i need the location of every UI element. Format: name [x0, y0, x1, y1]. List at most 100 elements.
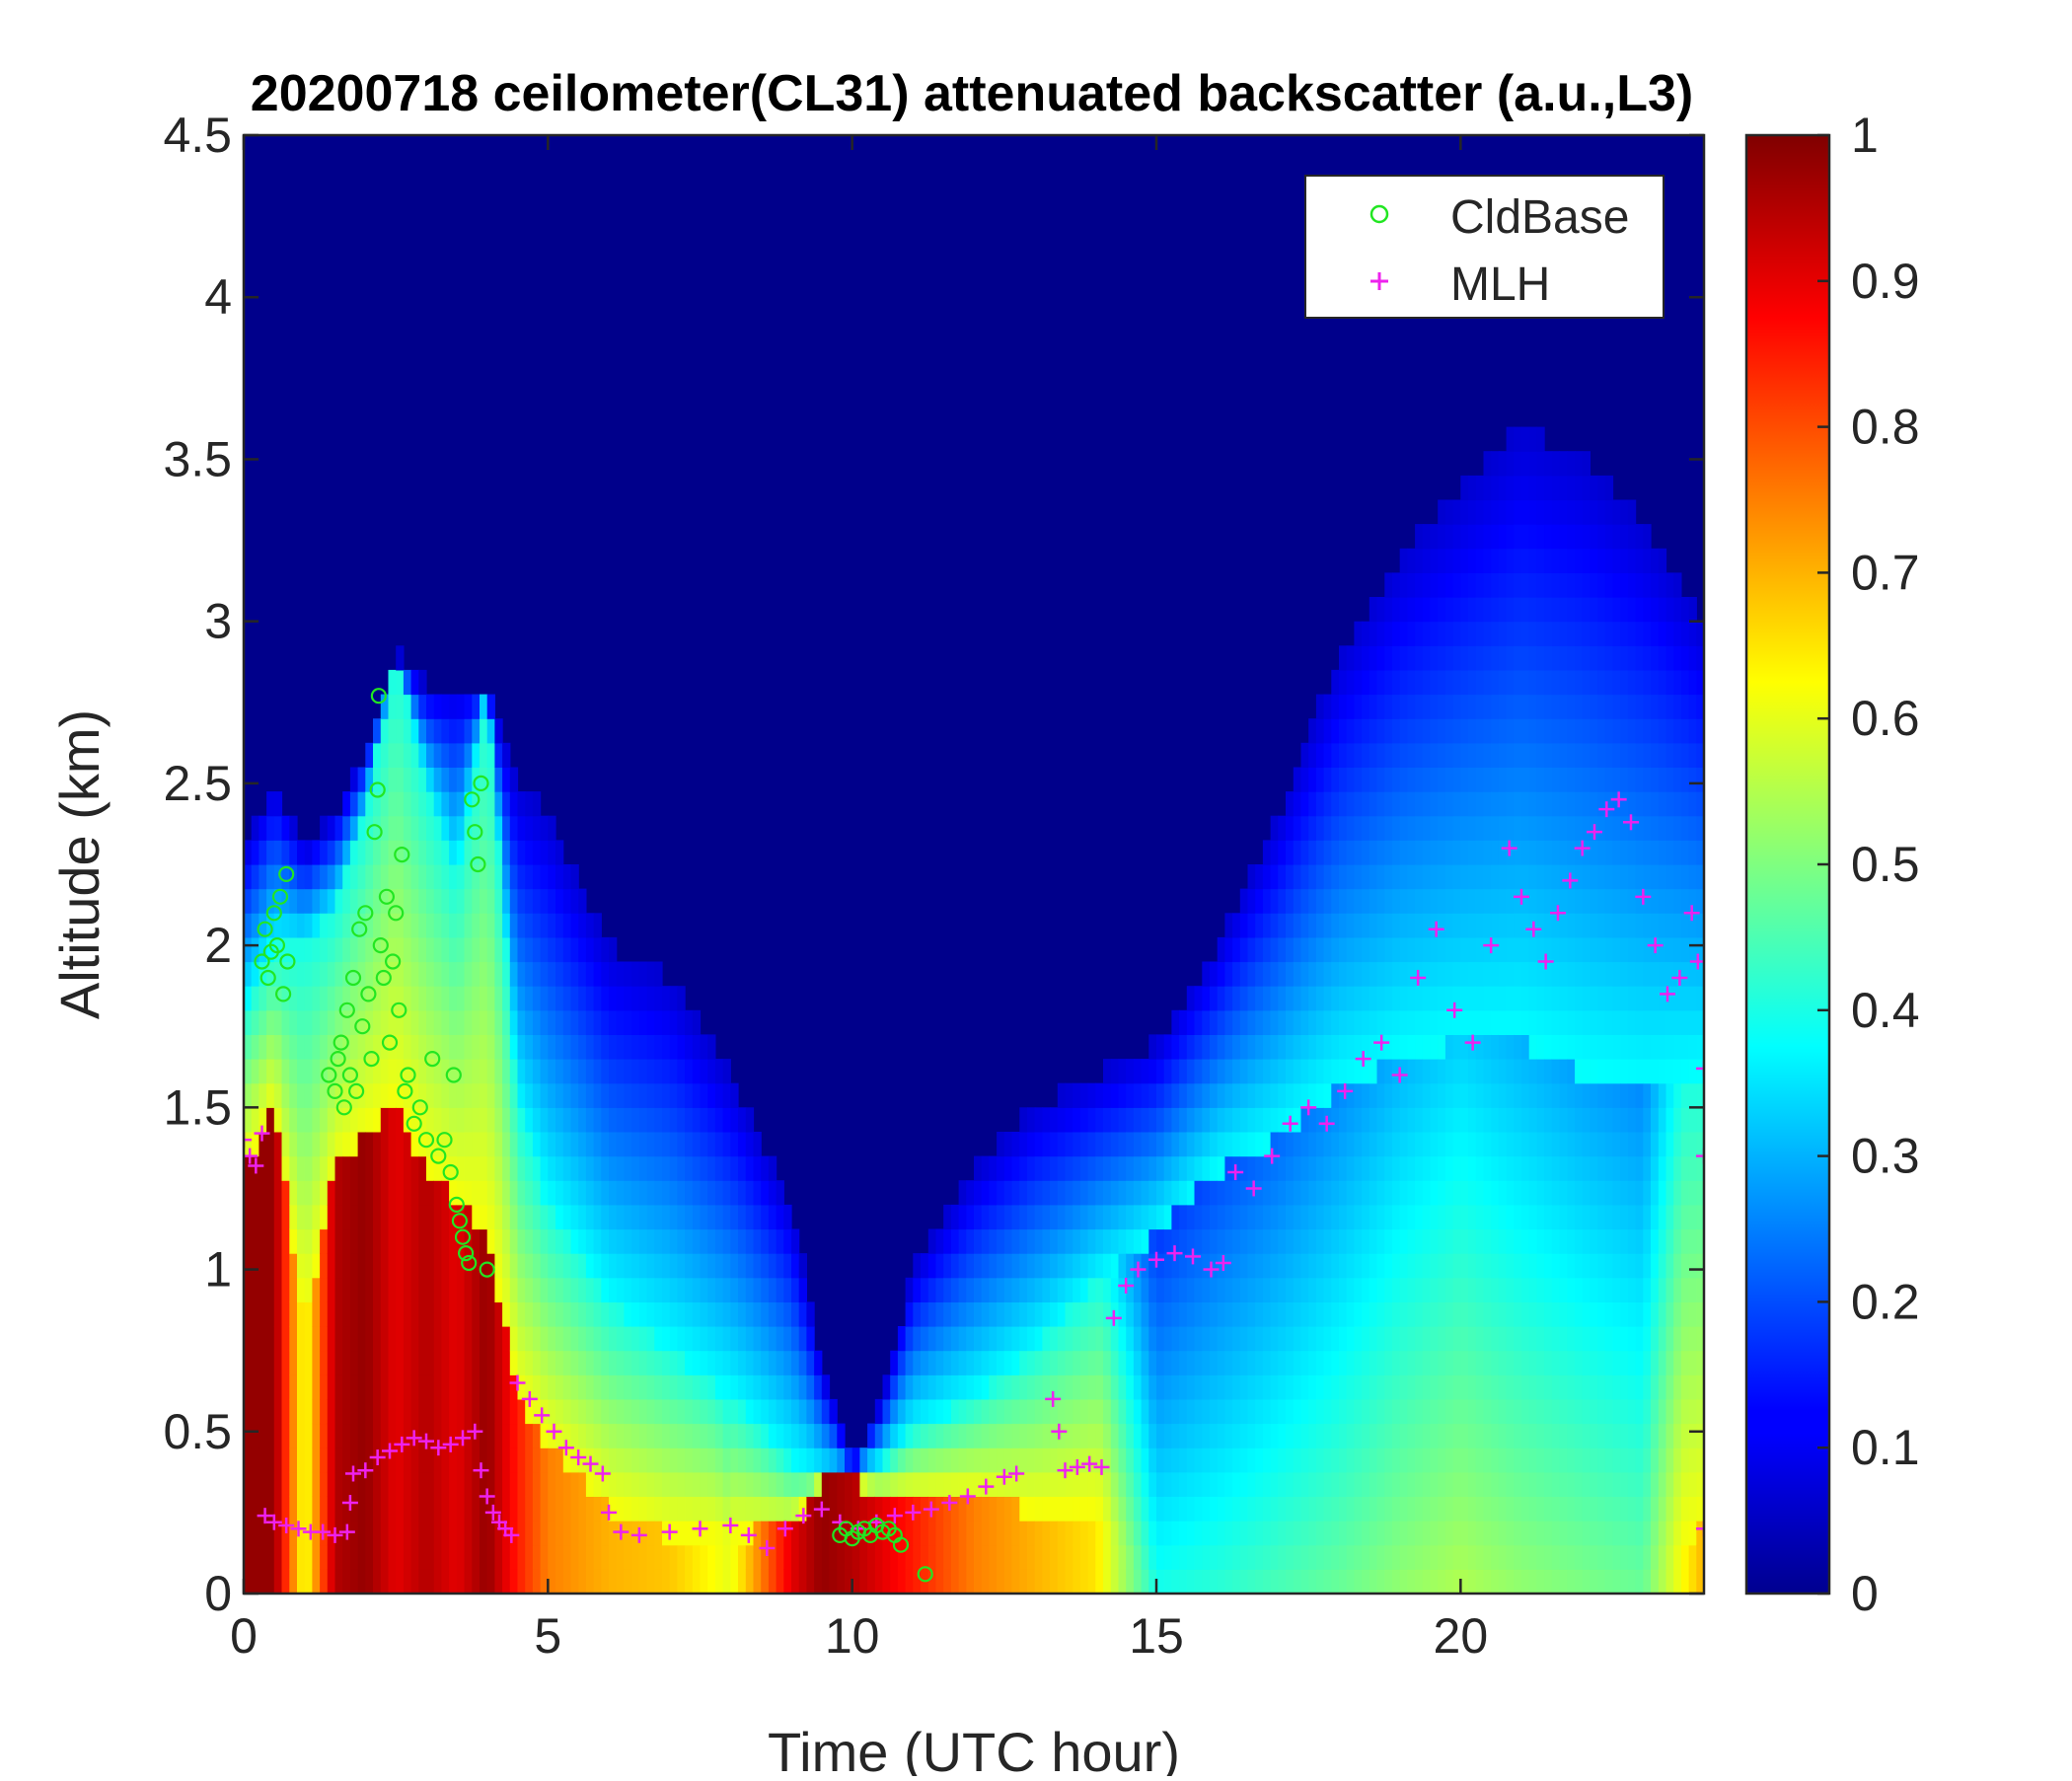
heatmap-cell: [532, 1471, 542, 1497]
heatmap-cell: [1133, 1544, 1143, 1570]
heatmap-cell: [1521, 548, 1530, 573]
heatmap-cell: [1050, 1423, 1059, 1448]
heatmap-cell: [1514, 426, 1522, 452]
heatmap-cell: [730, 1544, 739, 1570]
heatmap-cell: [730, 1082, 739, 1108]
heatmap-cell: [1034, 1204, 1043, 1230]
heatmap-cell: [1468, 1374, 1477, 1400]
heatmap-cell: [418, 1034, 427, 1060]
heatmap-cell: [532, 1350, 542, 1375]
heatmap-cell: [1528, 524, 1537, 550]
heatmap-cell: [1315, 742, 1325, 768]
heatmap-cell: [1133, 1277, 1143, 1302]
heatmap-cell: [1369, 1132, 1378, 1157]
heatmap-cell: [555, 1277, 564, 1302]
heatmap-cell: [989, 1471, 998, 1497]
heatmap-cell: [494, 1059, 503, 1084]
heatmap-cell: [388, 767, 397, 792]
heatmap-cell: [1521, 572, 1530, 598]
heatmap-cell: [1444, 1009, 1454, 1035]
heatmap-cell: [1202, 1471, 1211, 1497]
heatmap-cell: [327, 1374, 336, 1400]
heatmap-cell: [669, 1423, 678, 1448]
heatmap-cell: [1224, 1301, 1233, 1327]
heatmap-cell: [1498, 1107, 1508, 1133]
heatmap-cell: [776, 1521, 784, 1546]
heatmap-cell: [380, 1155, 390, 1181]
heatmap-cell: [502, 961, 511, 987]
heatmap-cell: [517, 1204, 526, 1230]
heatmap-cell: [502, 1204, 511, 1230]
heatmap-cell: [707, 1447, 716, 1473]
heatmap-cell: [1362, 986, 1370, 1011]
heatmap-cell: [1362, 1521, 1370, 1546]
heatmap-cell: [334, 1132, 343, 1157]
heatmap-cell: [1438, 1447, 1446, 1473]
heatmap-cell: [334, 1277, 343, 1302]
heatmap-cell: [1331, 1082, 1340, 1108]
heatmap-cell: [273, 1082, 283, 1108]
heatmap-cell: [1300, 1228, 1309, 1254]
heatmap-cell: [768, 1228, 777, 1254]
heatmap-cell: [692, 1107, 702, 1133]
heatmap-cell: [1422, 961, 1432, 987]
heatmap-cell: [1544, 864, 1553, 890]
heatmap-cell: [1239, 1228, 1249, 1254]
heatmap-cell: [1110, 1155, 1120, 1181]
heatmap-cell: [334, 913, 343, 938]
heatmap-cell: [1331, 742, 1340, 768]
heatmap-cell: [692, 1301, 702, 1327]
heatmap-cell: [433, 1423, 442, 1448]
heatmap-cell: [1126, 1398, 1135, 1425]
heatmap-cell: [677, 1301, 686, 1327]
heatmap-cell: [1323, 1496, 1332, 1521]
heatmap-cell: [1392, 669, 1401, 696]
heatmap-cell: [1011, 1544, 1020, 1570]
heatmap-cell: [585, 1228, 595, 1254]
heatmap-cell: [1559, 936, 1568, 963]
heatmap-cell: [304, 936, 313, 963]
heatmap-cell: [890, 1544, 899, 1570]
heatmap-cell: [1323, 1301, 1332, 1327]
heatmap-cell: [662, 1155, 671, 1181]
heatmap-cell: [373, 913, 382, 938]
heatmap-cell: [1444, 1132, 1454, 1157]
heatmap-cell: [897, 1447, 907, 1473]
heatmap-cell: [1362, 1107, 1370, 1133]
heatmap-cell: [373, 1204, 382, 1230]
heatmap-cell: [905, 1423, 914, 1448]
heatmap-cell: [1224, 913, 1233, 938]
heatmap-cell: [958, 1374, 967, 1400]
heatmap-cell: [821, 1374, 831, 1400]
heatmap-cell: [1331, 864, 1340, 890]
heatmap-cell: [509, 1107, 519, 1133]
heatmap-cell: [380, 767, 390, 792]
heatmap-cell: [593, 1544, 602, 1570]
heatmap-cell: [783, 1326, 792, 1352]
heatmap-cell: [464, 1253, 473, 1279]
heatmap-cell: [1042, 1326, 1051, 1352]
heatmap-cell: [472, 718, 481, 744]
heatmap-cell: [1027, 1326, 1036, 1352]
heatmap-cell: [1498, 1082, 1508, 1108]
heatmap-cell: [1392, 572, 1401, 598]
heatmap-cell: [1521, 597, 1530, 623]
heatmap-cell: [365, 888, 374, 914]
heatmap-cell: [486, 1374, 495, 1400]
heatmap-cell: [958, 1569, 967, 1594]
heatmap-cell: [464, 1301, 473, 1327]
heatmap-cell: [1042, 1180, 1051, 1206]
heatmap-cell: [1354, 840, 1363, 865]
heatmap-cell: [1536, 1350, 1545, 1375]
heatmap-cell: [677, 1471, 686, 1497]
heatmap-cell: [472, 1180, 481, 1206]
heatmap-cell: [1354, 1204, 1363, 1230]
heatmap-cell: [1362, 1496, 1370, 1521]
heatmap-cell: [1498, 1204, 1508, 1230]
heatmap-cell: [578, 1569, 587, 1594]
heatmap-cell: [1491, 840, 1500, 865]
heatmap-cell: [1498, 1496, 1508, 1521]
heatmap-cell: [1491, 645, 1500, 671]
heatmap-cell: [1354, 936, 1363, 963]
heatmap-cell: [1163, 1204, 1172, 1230]
